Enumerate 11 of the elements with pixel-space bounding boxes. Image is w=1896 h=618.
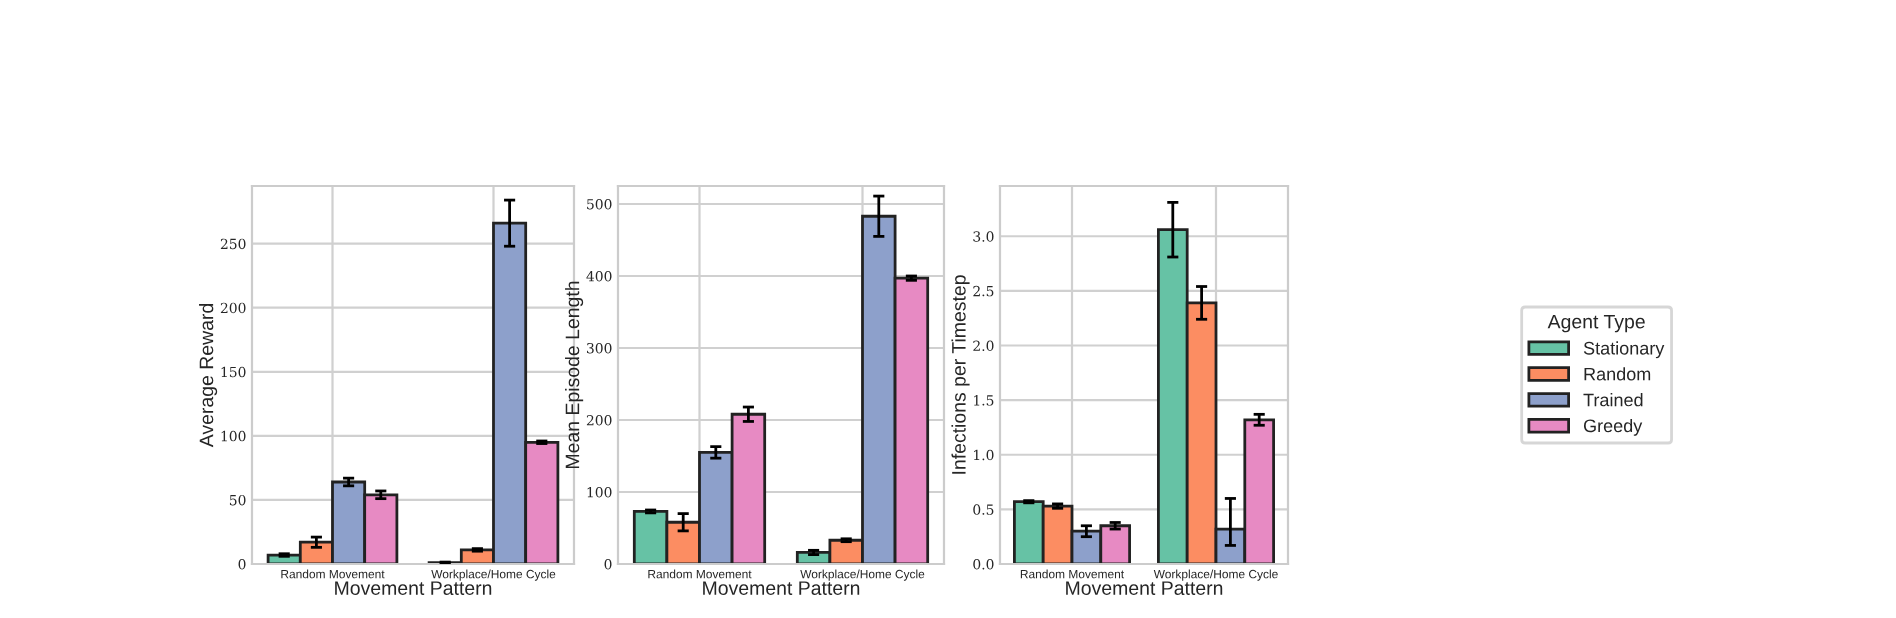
legend-label: Greedy [1583,418,1643,436]
x-axis-title: Movement Pattern [1066,581,1223,595]
legend-label: Random [1584,367,1651,381]
legend-title: Agent Type [1547,314,1645,333]
y-axis-title: Infections per Timestep [951,275,970,474]
x-axis-title: Movement Pattern [703,581,860,595]
y-axis-title: Average Reward [199,304,218,448]
legend-label: Stationary [1583,341,1665,359]
legend-label: Trained [1583,393,1643,407]
x-axis-title: Movement Pattern [335,581,492,595]
y-axis-title: Mean Episode Length [565,281,584,468]
